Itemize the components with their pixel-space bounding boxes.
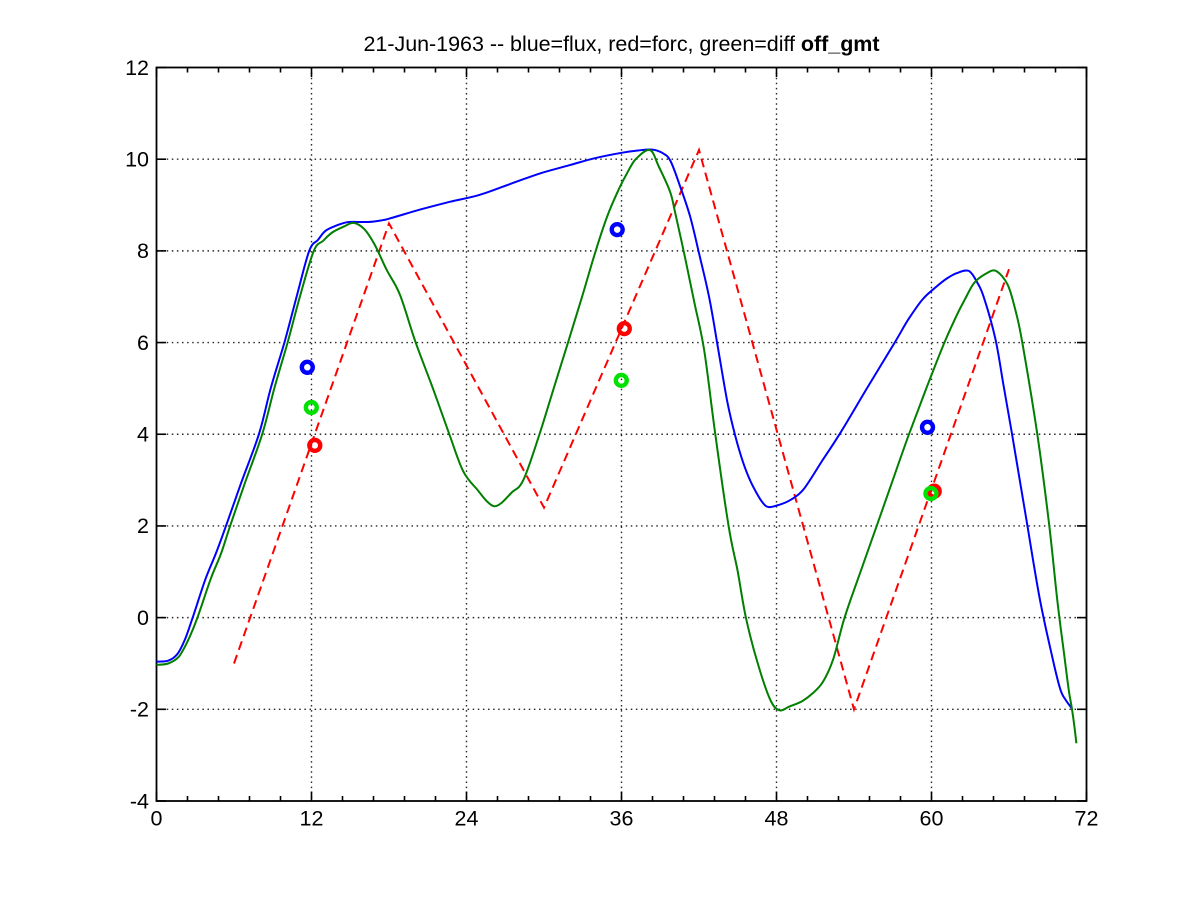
svg-text:8: 8 [137, 239, 149, 263]
svg-text:-4: -4 [130, 789, 149, 813]
svg-text:2: 2 [137, 514, 149, 538]
svg-text:0: 0 [137, 606, 149, 630]
svg-text:0: 0 [151, 807, 163, 831]
svg-text:12: 12 [300, 807, 324, 831]
svg-text:36: 36 [610, 807, 634, 831]
svg-text:72: 72 [1075, 807, 1099, 831]
svg-text:48: 48 [765, 807, 789, 831]
svg-text:24: 24 [455, 807, 479, 831]
svg-text:60: 60 [920, 807, 944, 831]
svg-text:12: 12 [125, 56, 149, 80]
svg-text:4: 4 [137, 423, 149, 447]
svg-text:21-Jun-1963 -- blue=flux, red=: 21-Jun-1963 -- blue=flux, red=forc, gree… [363, 32, 879, 56]
svg-text:6: 6 [137, 331, 149, 355]
svg-text:-2: -2 [130, 698, 149, 722]
svg-text:10: 10 [125, 148, 149, 172]
